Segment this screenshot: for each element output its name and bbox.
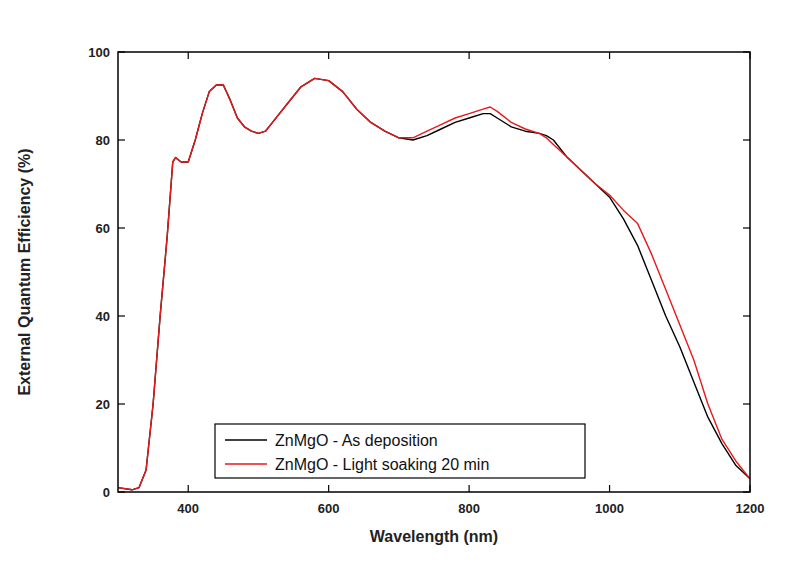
y-tick (118, 315, 125, 316)
y-tick (118, 139, 125, 140)
x-tick (188, 485, 189, 492)
y-tick-right (743, 403, 750, 404)
legend-swatch (225, 439, 267, 441)
y-tick (118, 227, 125, 228)
x-tick-label: 1200 (736, 501, 765, 516)
x-tick (749, 485, 750, 492)
y-tick-right (743, 139, 750, 140)
y-tick-right (743, 315, 750, 316)
y-tick (118, 403, 125, 404)
x-tick (609, 485, 610, 492)
x-tick-label: 1000 (595, 501, 624, 516)
legend-label: ZnMgO - As deposition (275, 432, 438, 449)
x-tick (328, 485, 329, 492)
legend-swatch (225, 463, 267, 465)
y-tick (118, 491, 125, 492)
legend: ZnMgO - As deposition ZnMgO - Light soaki… (215, 424, 585, 478)
x-tick-label: 600 (318, 501, 340, 516)
x-tick-top (469, 52, 470, 59)
y-tick-right (743, 227, 750, 228)
y-tick-label: 100 (88, 45, 110, 60)
x-tick-label: 400 (177, 501, 199, 516)
legend-box (215, 424, 585, 478)
x-tick (469, 485, 470, 492)
x-tick-top (328, 52, 329, 59)
y-axis-label: External Quantum Efficiency (%) (16, 148, 33, 395)
plot-frame (118, 52, 750, 492)
legend-label: ZnMgO - Light soaking 20 min (275, 456, 489, 473)
x-tick-label: 800 (458, 501, 480, 516)
x-tick-top (749, 52, 750, 59)
y-tick (118, 51, 125, 52)
x-tick-top (609, 52, 610, 59)
lines (118, 78, 750, 489)
series-line (118, 78, 750, 489)
chart: 400 600 800 1000 1200 0 20 40 60 80 100 Wavelength … (0, 0, 791, 578)
x-axis-label: Wavelength (nm) (370, 528, 498, 545)
x-tick-top (188, 52, 189, 59)
y-tick-label: 80 (96, 133, 110, 148)
y-tick-label: 60 (96, 221, 110, 236)
y-tick-right (743, 491, 750, 492)
y-tick-label: 0 (103, 485, 110, 500)
y-tick-label: 40 (96, 309, 110, 324)
series-line (118, 78, 750, 489)
y-tick-label: 20 (96, 397, 110, 412)
y-tick-right (743, 51, 750, 52)
